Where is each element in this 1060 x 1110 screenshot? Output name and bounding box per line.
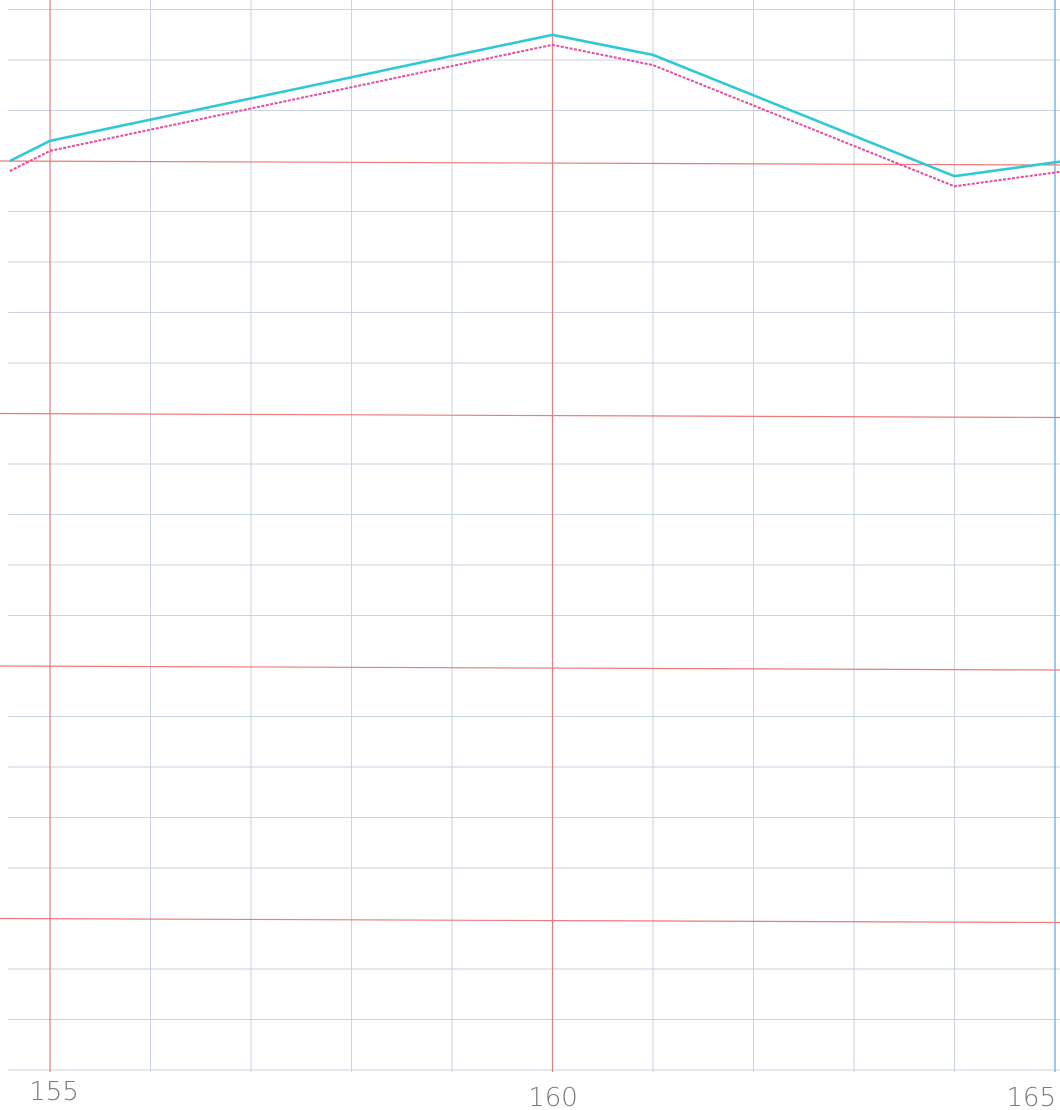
x-tick-label-165: 165 (1006, 1083, 1056, 1110)
series-line-1 (9, 33, 1060, 178)
major-gridline-y (0, 665, 1060, 671)
minor-grid (8, 0, 1060, 1072)
x-tick-label-155: 155 (29, 1077, 79, 1107)
x-tick-labels: 155 160 165 (29, 1077, 1056, 1110)
major-grid (0, 0, 1060, 1072)
x-tick-label-160: 160 (528, 1083, 578, 1110)
series-layer (9, 33, 1060, 188)
major-gridline-y (0, 917, 1060, 924)
major-gridline-y (0, 412, 1060, 419)
series-line-2 (9, 43, 1060, 188)
major-gridline-y (0, 160, 1060, 166)
